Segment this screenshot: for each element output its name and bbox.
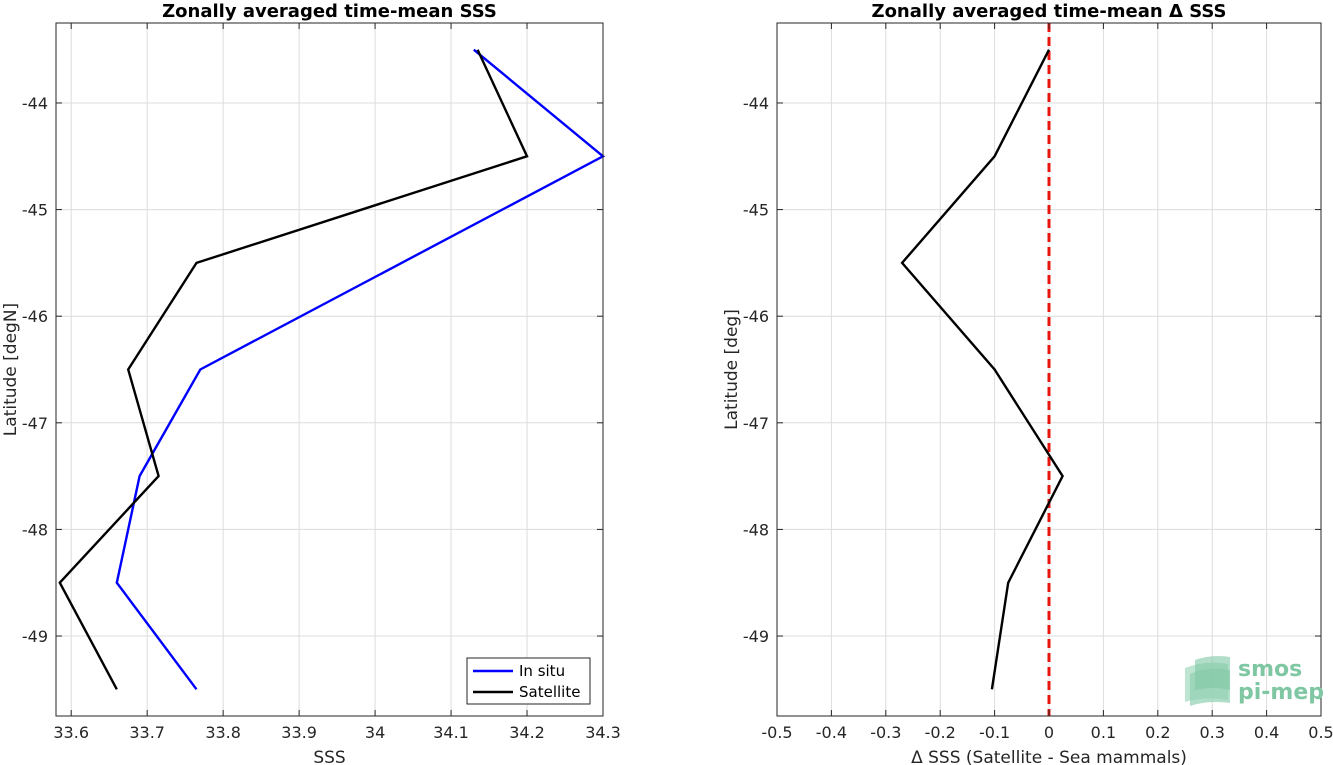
y-tick-label: -45 [22, 201, 48, 220]
series-lines [58, 48, 606, 691]
smos-pi-mep-logo: smos pi-mep [1185, 656, 1324, 706]
legend-label: In situ [519, 662, 565, 680]
y-tick-label: -49 [22, 627, 48, 646]
y-axis-label: Latitude [degN] [1, 303, 21, 436]
series-line-0 [900, 49, 1064, 690]
x-tick-label: 33.8 [205, 723, 241, 742]
y-tick-label: -48 [22, 520, 48, 539]
x-tick-label: 34.2 [509, 723, 545, 742]
y-tick-label: -46 [743, 307, 769, 326]
x-tick-label: 0.1 [1091, 723, 1116, 742]
x-tick-label: 0.3 [1199, 723, 1224, 742]
series-line-1 [58, 49, 529, 690]
x-tick-label: 0.4 [1254, 723, 1279, 742]
logo-waves-icon [1185, 656, 1230, 706]
x-tick-label: 34.1 [433, 723, 469, 742]
grid-lines [56, 23, 604, 716]
y-tick-label: -45 [743, 201, 769, 220]
x-axis-label: Δ SSS (Satellite - Sea mammals) [911, 748, 1187, 765]
x-tick-label: 33.9 [281, 723, 317, 742]
delta-sss-panel: -0.5 -0.4 -0.3 -0.2 -0.1 0 0.1 0.2 0.3 0.4 0.5 -44 -… [722, 1, 1333, 765]
legend: In situ Satellite [466, 657, 591, 705]
y-tick-label: -46 [22, 307, 48, 326]
y-tick-label: -44 [22, 94, 48, 113]
x-tick-label: 34.3 [585, 723, 621, 742]
x-tick-label: 0.2 [1145, 723, 1170, 742]
x-tick-label: -0.2 [925, 723, 956, 742]
x-tick-label: 34 [365, 723, 385, 742]
x-tick-label: -0.1 [979, 723, 1010, 742]
logo-line-2: pi-mep [1238, 680, 1324, 705]
tick-marks: 33.6 33.7 33.8 33.9 34 34.1 34.2 34.3 -44 -45 -46 -… [22, 23, 621, 742]
x-tick-label: -0.4 [816, 723, 847, 742]
x-tick-label: -0.5 [761, 723, 792, 742]
x-tick-label: 0.5 [1308, 723, 1333, 742]
x-axis-label: SSS [313, 748, 345, 765]
x-tick-label: 0 [1044, 723, 1054, 742]
series-line-0 [115, 48, 606, 691]
y-tick-label: -48 [743, 520, 769, 539]
chart-title: Zonally averaged time-mean Δ SSS [872, 1, 1227, 22]
legend-label: Satellite [519, 683, 580, 701]
series-lines [900, 49, 1064, 690]
y-tick-label: -47 [743, 414, 769, 433]
y-axis-label: Latitude [deg] [722, 309, 742, 430]
chart-title: Zonally averaged time-mean SSS [162, 1, 497, 22]
x-tick-label: -0.3 [870, 723, 901, 742]
x-tick-label: 33.7 [129, 723, 165, 742]
sss-panel: 33.6 33.7 33.8 33.9 34 34.1 34.2 34.3 -44 -45 -46 -… [1, 1, 621, 765]
y-tick-label: -47 [22, 414, 48, 433]
y-tick-label: -49 [743, 627, 769, 646]
y-tick-label: -44 [743, 94, 769, 113]
logo-line-1: smos [1238, 657, 1302, 682]
plot-frame [55, 22, 604, 717]
tick-marks: -0.5 -0.4 -0.3 -0.2 -0.1 0 0.1 0.2 0.3 0.4 0.5 -44 -… [743, 23, 1333, 742]
x-tick-label: 33.6 [53, 723, 89, 742]
legend-box [466, 657, 591, 705]
